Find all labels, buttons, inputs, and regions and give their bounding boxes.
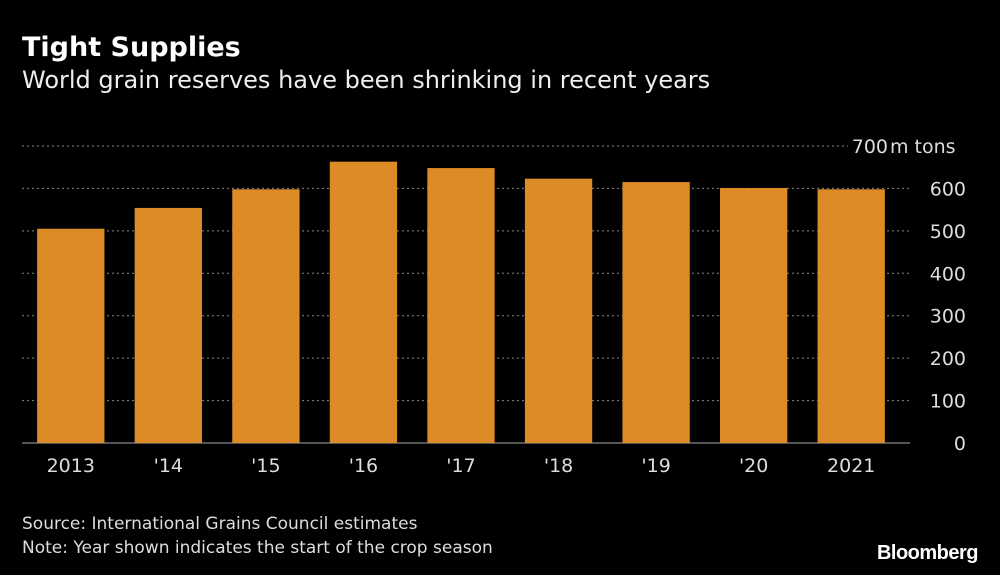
bar-0: [37, 228, 105, 443]
bar-5: [524, 178, 593, 444]
y-tick-label: 300: [930, 306, 966, 328]
x-tick-label: '15: [251, 455, 280, 477]
y-axis-unit: m tons: [890, 136, 956, 158]
x-tick-label: 2013: [47, 455, 95, 477]
x-tick-label: '18: [544, 455, 573, 477]
x-tick-label: '19: [641, 455, 670, 477]
chart-subtitle: World grain reserves have been shrinking…: [22, 66, 711, 94]
bar-6: [622, 182, 690, 444]
y-tick-label: 100: [930, 391, 966, 413]
y-tick-label: 500: [930, 221, 966, 243]
x-tick-label: '20: [739, 455, 768, 477]
bar-4: [427, 168, 495, 443]
source-note: Source: International Grains Council est…: [22, 514, 418, 534]
x-tick-label: '14: [154, 455, 183, 477]
x-tick-label: 2021: [827, 455, 875, 477]
chart-title: Tight Supplies: [22, 32, 241, 63]
y-tick-label: 400: [930, 263, 966, 285]
y-tick-label: 600: [930, 178, 966, 200]
bloomberg-logo: Bloomberg: [876, 542, 979, 564]
x-tick-label: '16: [349, 455, 378, 477]
y-tick-label: 200: [930, 348, 966, 370]
y-tick-label: 700: [852, 136, 888, 158]
bar-2: [232, 189, 300, 443]
bar-7: [720, 188, 788, 443]
y-tick-label: 0: [954, 433, 966, 455]
bar-1: [134, 207, 202, 443]
season-note: Note: Year shown indicates the start of …: [22, 538, 493, 558]
bar-8: [817, 189, 885, 443]
x-tick-label: '17: [446, 455, 475, 477]
bar-3: [329, 161, 398, 443]
